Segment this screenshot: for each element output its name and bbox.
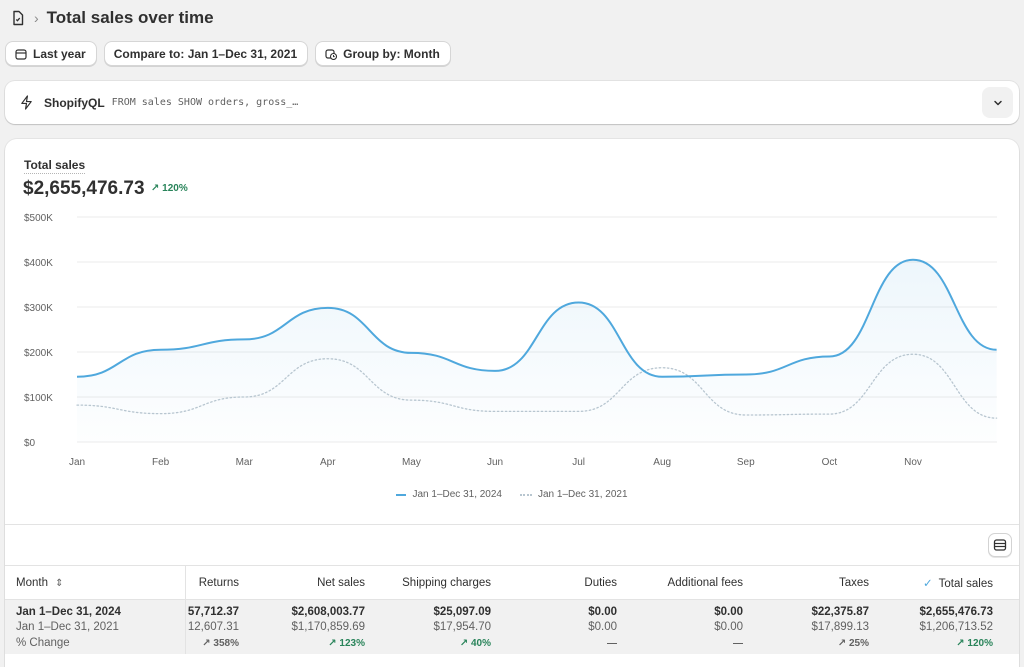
shopifyql-query: FROM sales SHOW orders, gross_…: [111, 97, 299, 108]
y-tick-label: $500K: [24, 213, 53, 224]
x-tick-label: Nov: [904, 457, 922, 468]
cell-taxes: ↗ 25%: [837, 637, 869, 649]
legend-item-previous[interactable]: Jan 1–Dec 31, 2021: [520, 489, 628, 500]
x-tick-label: Apr: [320, 457, 336, 468]
breadcrumb-separator: ›: [34, 10, 39, 26]
cell-taxes: $22,375.87: [811, 606, 869, 618]
y-tick-label: $300K: [24, 303, 53, 314]
group-by-label: Group by: Month: [343, 46, 440, 61]
x-tick-label: Jun: [487, 457, 503, 468]
cell-additional-fees: —: [733, 637, 743, 649]
table-header-row: Month ⇕ Returns Net sales Shipping charg…: [5, 565, 1019, 600]
x-tick-label: Feb: [152, 457, 170, 468]
column-header-month[interactable]: Month ⇕: [5, 565, 186, 600]
legend-swatch-dotted: [520, 493, 532, 496]
cell-net-sales: ↗ 123%: [328, 637, 365, 649]
sort-icon: ⇕: [55, 577, 64, 589]
cell-returns: 12,607.31: [187, 621, 239, 633]
sales-table: Month ⇕ Returns Net sales Shipping charg…: [5, 565, 1019, 654]
date-range-button[interactable]: Last year: [5, 41, 97, 66]
series-line-previous[interactable]: [76, 353, 998, 419]
x-tick-label: Aug: [653, 457, 671, 468]
cell-total-sales: $2,655,476.73: [919, 606, 993, 618]
cell-total-sales: ↗ 120%: [956, 637, 993, 649]
column-header-shipping[interactable]: Shipping charges: [402, 576, 491, 589]
expand-query-button[interactable]: [982, 87, 1013, 118]
filter-toolbar: Last year Compare to: Jan 1–Dec 31, 2021…: [5, 41, 451, 66]
compare-label: Compare to: Jan 1–Dec 31, 2021: [113, 46, 298, 61]
page-title: Total sales over time: [46, 8, 214, 27]
cell-shipping: $25,097.09: [433, 606, 491, 618]
report-card: Total sales $2,655,476.73 ↗ 120% $500K $4…: [5, 139, 1019, 667]
cell-duties: $0.00: [588, 606, 617, 618]
group-by-button[interactable]: Group by: Month: [315, 41, 451, 66]
shopifyql-editor-bar[interactable]: ShopifyQL FROM sales SHOW orders, gross_…: [5, 81, 1019, 124]
column-header-returns[interactable]: Returns: [198, 576, 239, 589]
y-tick-label: $400K: [24, 258, 53, 269]
series-area-current: [77, 259, 997, 442]
calendar-clock-icon: [325, 48, 338, 60]
cell-net-sales: $1,170,859.69: [291, 621, 365, 633]
column-header-duties[interactable]: Duties: [584, 576, 617, 589]
row-label: % Change: [5, 636, 186, 654]
metric-change-badge: ↗ 120%: [151, 183, 188, 194]
cell-additional-fees: $0.00: [714, 621, 743, 633]
chart-legend: Jan 1–Dec 31, 2024 Jan 1–Dec 31, 2021: [5, 489, 1019, 500]
page-header: › Total sales over time: [10, 6, 214, 30]
cell-returns: 57,712.37: [187, 606, 239, 618]
x-tick-label: May: [402, 457, 421, 468]
x-tick-label: Oct: [822, 457, 838, 468]
cell-total-sales: $1,206,713.52: [919, 621, 993, 633]
metric-label[interactable]: Total sales: [24, 158, 86, 174]
cell-additional-fees: $0.00: [714, 606, 743, 618]
series-line-current[interactable]: [76, 258, 997, 378]
column-header-taxes[interactable]: Taxes: [838, 576, 869, 589]
compare-button[interactable]: Compare to: Jan 1–Dec 31, 2021: [103, 41, 309, 66]
cell-duties: $0.00: [588, 621, 617, 633]
x-tick-label: Mar: [236, 457, 254, 468]
column-header-additional-fees[interactable]: Additional fees: [667, 576, 743, 589]
row-label: Jan 1–Dec 31, 2024: [5, 599, 186, 618]
date-range-label: Last year: [33, 46, 86, 61]
calendar-icon: [15, 48, 27, 60]
cell-taxes: $17,899.13: [811, 621, 869, 633]
shopifyql-label: ShopifyQL: [44, 95, 105, 110]
report-icon[interactable]: [10, 10, 26, 26]
y-tick-label: $0: [24, 438, 36, 449]
table-row-current: Jan 1–Dec 31, 2024 57,712.37 $2,608,003.…: [5, 599, 1019, 618]
chevron-down-icon: [993, 100, 1002, 105]
section-divider: [5, 524, 1019, 525]
y-tick-label: $100K: [24, 393, 53, 404]
cell-shipping: ↗ 40%: [459, 637, 491, 649]
sales-line-chart[interactable]: $500K $400K $300K $200K $100K $0 Jan Feb Mar Apr M…: [5, 203, 1019, 483]
legend-label-current: Jan 1–Dec 31, 2024: [412, 489, 502, 500]
x-tick-label: Sep: [737, 457, 755, 468]
y-tick-label: $200K: [24, 348, 53, 359]
table-row-percent-change: % Change ↗ 358% ↗ 123% ↗ 40% — — ↗ 25% ↗…: [5, 636, 1019, 654]
x-tick-label: Jan: [69, 457, 85, 468]
column-header-net-sales[interactable]: Net sales: [317, 576, 365, 589]
legend-item-current[interactable]: Jan 1–Dec 31, 2024: [396, 489, 502, 500]
cell-returns: ↗ 358%: [202, 637, 239, 649]
column-header-total-sales[interactable]: ✓ Total sales: [923, 577, 993, 590]
table-icon: [993, 539, 1007, 551]
check-icon: ✓: [923, 577, 933, 590]
row-label: Jan 1–Dec 31, 2021: [5, 618, 186, 636]
table-options-button[interactable]: [988, 533, 1012, 557]
x-tick-label: Jul: [572, 457, 585, 468]
lightning-icon: [21, 95, 32, 110]
cell-duties: —: [607, 637, 617, 649]
cell-shipping: $17,954.70: [433, 621, 491, 633]
table-row-previous: Jan 1–Dec 31, 2021 12,607.31 $1,170,859.…: [5, 618, 1019, 636]
cell-net-sales: $2,608,003.77: [291, 606, 365, 618]
legend-swatch-solid: [396, 493, 407, 496]
metric-value: $2,655,476.73: [23, 178, 145, 199]
legend-label-previous: Jan 1–Dec 31, 2021: [538, 489, 628, 500]
